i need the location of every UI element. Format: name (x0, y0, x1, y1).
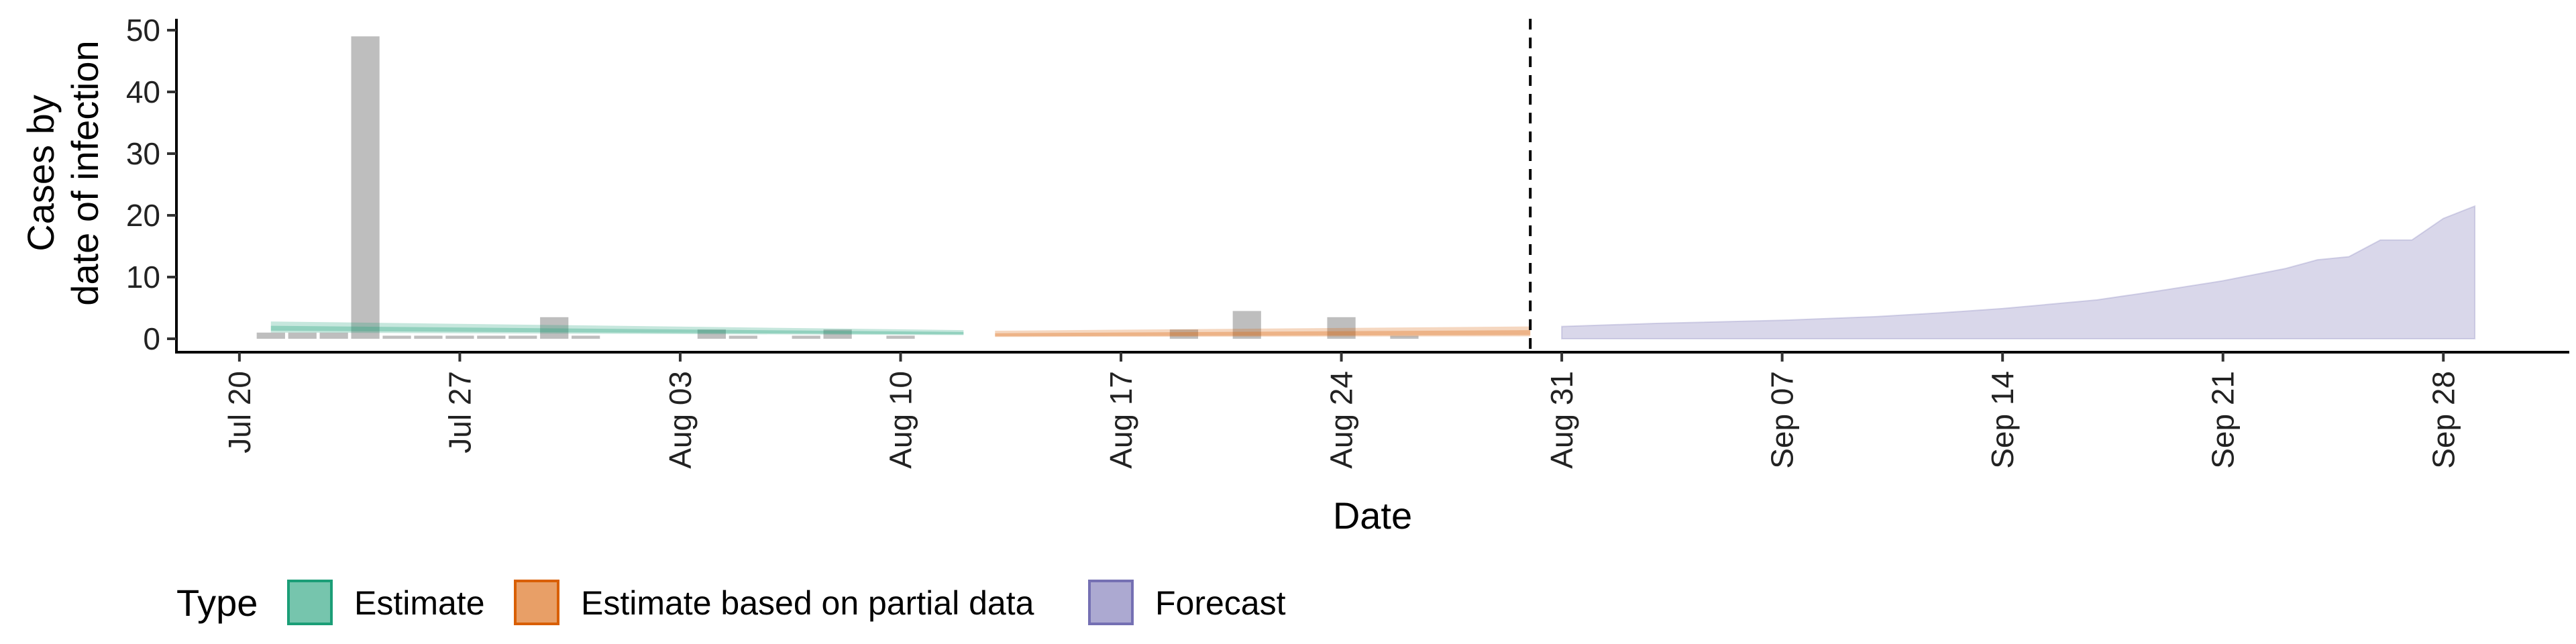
band-inner-1 (270, 325, 964, 335)
x-tick-label: Jul 27 (442, 371, 477, 453)
case-bar (319, 332, 348, 339)
case-bar (1390, 335, 1419, 339)
y-axis-title: Cases by date of infection (19, 40, 106, 305)
y-tick-label: 50 (126, 13, 160, 48)
case-bar (445, 335, 474, 339)
y-axis-title-line-1: Cases by (19, 95, 62, 251)
case-bar (1169, 329, 1199, 339)
case-bar (1232, 311, 1261, 339)
case-bar (823, 329, 852, 339)
x-tick-label: Sep 14 (1985, 371, 2020, 469)
case-bar (477, 335, 506, 339)
axes (175, 19, 2569, 354)
x-tick-label: Jul 20 (222, 371, 257, 453)
x-tick-label: Sep 28 (2426, 371, 2461, 469)
case-bar (729, 335, 757, 339)
case-bar (508, 335, 537, 339)
band-inner-2 (995, 330, 1531, 337)
legend-key-2 (514, 580, 559, 625)
case-bar (414, 335, 443, 339)
y-tick-label: 40 (126, 74, 160, 109)
x-tick-label: Aug 24 (1324, 371, 1359, 469)
x-tick-label: Aug 31 (1544, 371, 1579, 469)
case-bar (886, 335, 915, 339)
case-bar (792, 335, 820, 339)
y-tick-label: 10 (126, 260, 160, 294)
legend-key-1 (287, 580, 333, 625)
legend: Type Estimate Estimate based on partial da… (176, 580, 1286, 625)
x-ticks: Jul 20 Jul 27 Aug 03 Aug 10 Aug 17 Aug 24 Aug … (222, 352, 2461, 469)
case-bar (540, 317, 569, 339)
case-bar (382, 335, 411, 339)
band-outer-2 (995, 326, 1531, 337)
legend-label-2: Estimate based on partial data (581, 584, 1034, 622)
legend-label-1: Estimate (354, 584, 485, 622)
y-tick-label: 20 (126, 198, 160, 233)
band-outer-1 (270, 321, 964, 335)
x-tick-label: Sep 21 (2206, 371, 2241, 469)
y-tick-label: 30 (126, 136, 160, 171)
case-bar (256, 332, 285, 339)
legend-key-3 (1088, 580, 1134, 625)
case-bar (288, 332, 317, 339)
x-tick-label: Sep 07 (1765, 371, 1800, 469)
legend-title: Type (176, 582, 258, 624)
x-tick-label: Aug 03 (663, 371, 698, 469)
y-ticks: 0 10 20 30 40 50 (126, 13, 176, 356)
y-axis-title-line-2: date of infection (64, 40, 106, 305)
x-axis-title: Date (1333, 494, 1412, 537)
legend-label-3: Forecast (1155, 584, 1286, 622)
case-bar (1327, 317, 1356, 339)
x-tick-label: Aug 17 (1104, 371, 1138, 469)
case-bar (572, 335, 600, 339)
forecast-band (1561, 205, 2476, 339)
case-bar (351, 36, 380, 339)
case-bar (697, 329, 727, 339)
observed-cases-bars (256, 36, 1419, 339)
estimate-bands (270, 205, 2476, 339)
y-tick-label: 0 (143, 321, 160, 356)
x-tick-label: Aug 10 (883, 371, 918, 469)
